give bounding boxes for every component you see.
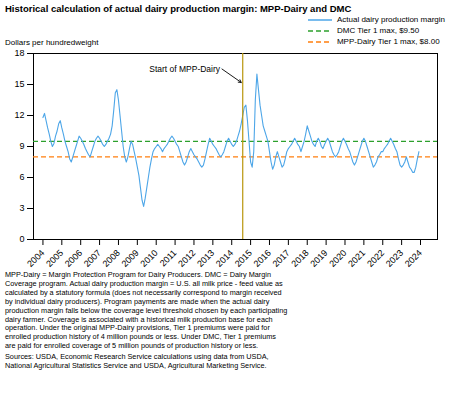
svg-text:2016: 2016: [252, 248, 273, 269]
svg-text:2011: 2011: [158, 248, 179, 269]
svg-text:0: 0: [19, 234, 24, 244]
svg-text:2012: 2012: [176, 248, 197, 269]
svg-text:2023: 2023: [384, 248, 405, 269]
html-text:Coverage program. Actual dairy: Coverage program. Actual dairy productio…: [5, 278, 283, 288]
svg-text:2022: 2022: [365, 248, 386, 269]
svg-text:6: 6: [19, 172, 24, 182]
html-text:production margin falls below: production margin falls below the covera…: [5, 305, 288, 315]
svg-text:9: 9: [19, 141, 24, 151]
svg-text:Start of MPP-Dairy: Start of MPP-Dairy: [149, 64, 221, 74]
html-text:MPP-Dairy = Margin Protection: MPP-Dairy = Margin Protection Program fo…: [5, 270, 271, 279]
svg-text:15: 15: [14, 79, 24, 89]
svg-text:2009: 2009: [120, 248, 141, 269]
svg-text:3: 3: [19, 203, 24, 213]
svg-text:2015: 2015: [233, 248, 254, 269]
html-text:by individual dairy producers): by individual dairy producers). Program …: [5, 296, 270, 306]
svg-text:2020: 2020: [327, 248, 348, 269]
svg-text:12: 12: [14, 110, 24, 120]
html-text:operation. Under the original: operation. Under the original MPP-Dairy …: [5, 323, 270, 333]
html-text:Actual dairy production margin: Actual dairy production margin: [336, 15, 445, 24]
html-text:Historical calculation of actu: Historical calculation of actual dairy p…: [5, 3, 352, 14]
html-text:enrolled production history of: enrolled production history of 4 million…: [5, 332, 276, 342]
svg-text:2024: 2024: [403, 248, 424, 269]
svg-text:2019: 2019: [308, 248, 329, 269]
svg-text:2014: 2014: [214, 248, 235, 269]
html-text:dairy farmer. Coverage is asso: dairy farmer. Coverage is associated wit…: [5, 314, 273, 324]
svg-text:2006: 2006: [63, 248, 84, 269]
html-text:National Agricultural Statisti: National Agricultural Statistics Service…: [5, 361, 267, 371]
html-text:MPP-Dairy Tier 1 max, $8.00: MPP-Dairy Tier 1 max, $8.00: [336, 37, 440, 46]
svg-text:2007: 2007: [82, 248, 103, 269]
html-text:Sources: USDA, Economic Resear: Sources: USDA, Economic Research Service…: [5, 352, 269, 362]
svg-text:2013: 2013: [195, 248, 216, 269]
html-text:calculated by a statutory form: calculated by a statutory formula (does …: [5, 287, 282, 297]
svg-text:2008: 2008: [101, 248, 122, 269]
html-text:DMC Tier 1 max, $9.50: DMC Tier 1 max, $9.50: [336, 26, 420, 35]
svg-text:18: 18: [14, 48, 24, 58]
svg-text:2021: 2021: [346, 248, 367, 269]
svg-text:2010: 2010: [138, 248, 159, 269]
svg-text:2017: 2017: [271, 248, 292, 269]
svg-text:2004: 2004: [25, 248, 46, 269]
html-text:are paid for enrolled coverage: are paid for enrolled coverage of 5 mill…: [5, 341, 259, 351]
svg-text:2005: 2005: [44, 248, 65, 269]
svg-text:2018: 2018: [289, 248, 310, 269]
html-text:Dollars per hundredweight: Dollars per hundredweight: [5, 38, 99, 47]
